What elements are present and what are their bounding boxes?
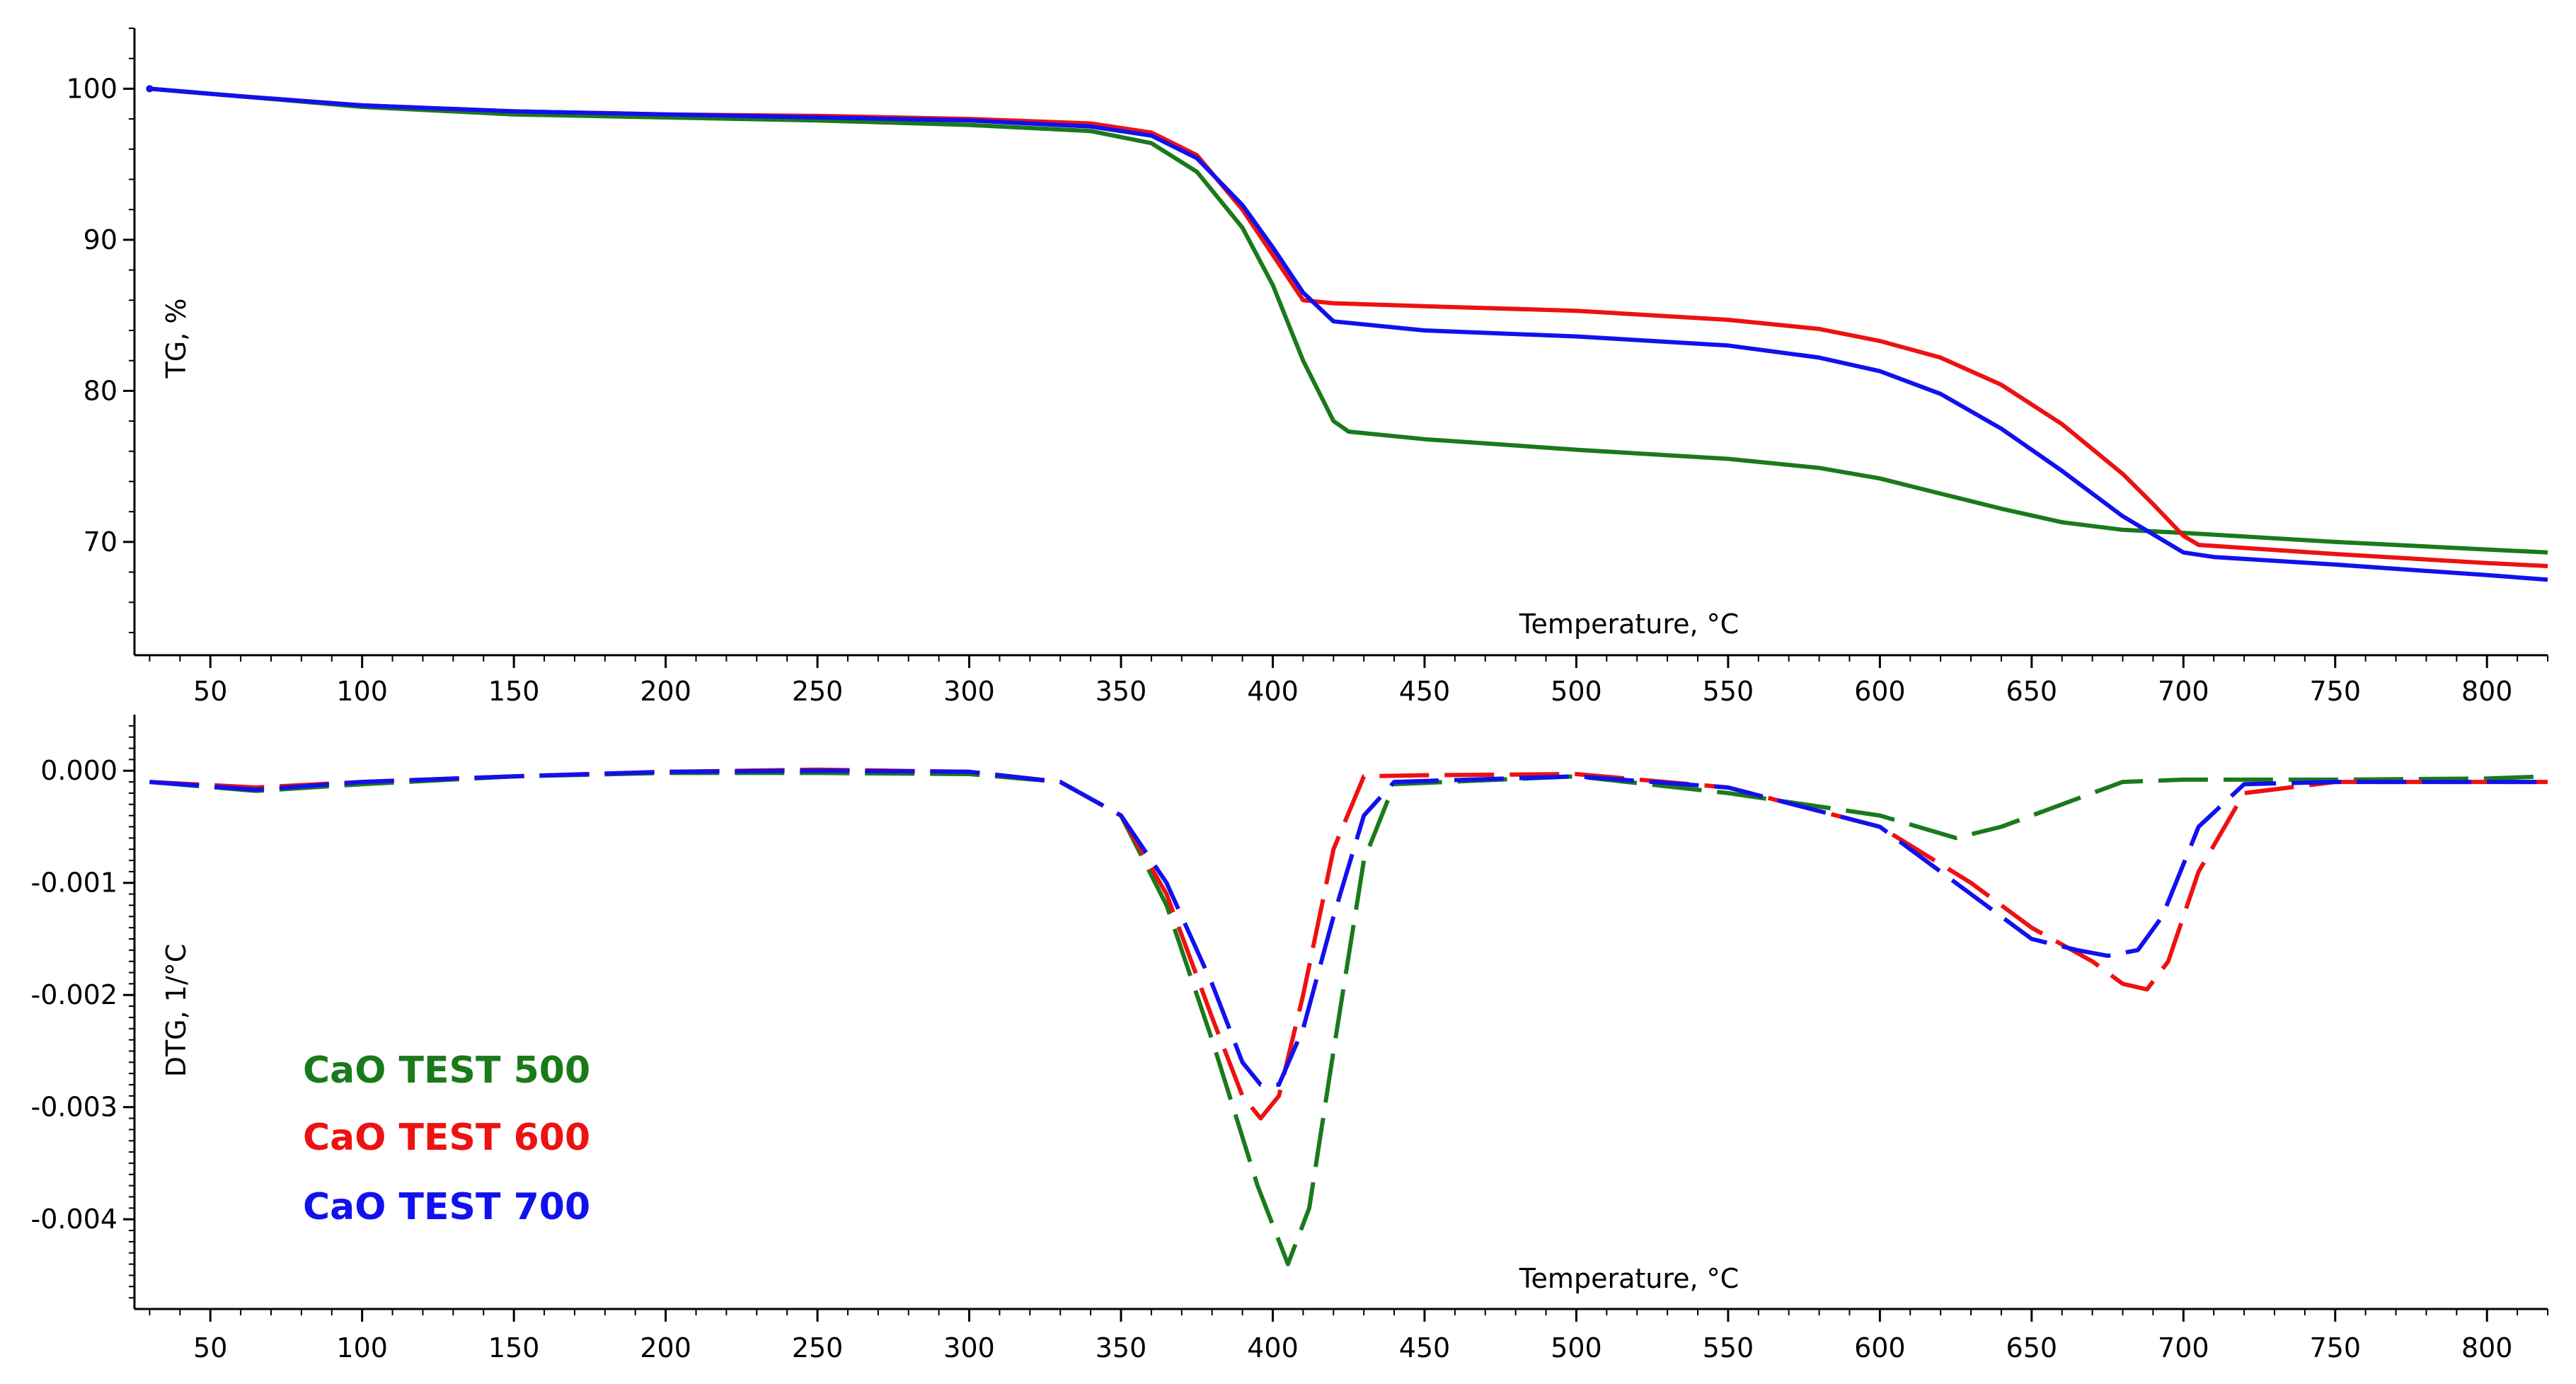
tg-x-tick-label: 400	[1247, 676, 1299, 707]
tg-y-tick-label: 80	[84, 375, 117, 406]
dtg-y-axis-label: DTG, 1/°C	[161, 944, 192, 1078]
dtg-y-tick-label: -0.001	[31, 867, 118, 899]
legend: CaO TEST 500 CaO TEST 600 CaO TEST 700	[303, 1049, 590, 1228]
tg-series-cao-test-600	[149, 86, 2548, 568]
tg-y-axis-label: TG, %	[161, 299, 192, 379]
legend-entry-cao-test-600: CaO TEST 600	[303, 1117, 590, 1159]
tg-x-axis-label: Temperature, °C	[1519, 609, 1739, 640]
dtg-x-tick-label: 450	[1399, 1332, 1451, 1363]
dtg-curves	[149, 767, 2548, 1267]
dtg-x-tick-label: 500	[1551, 1332, 1602, 1363]
dtg-x-tick-label: 250	[792, 1332, 844, 1363]
tg-series-start-point	[146, 85, 154, 93]
tg-panel: 50 100 150 200 250 300 350 400 450 500 550 600 650 70…	[66, 28, 2548, 707]
dtg-axes: 50 100 150 200 250 300 350 400 450 500 550 600 650 70…	[31, 715, 2548, 1363]
tg-series-cao-test-500	[149, 86, 2548, 555]
tg-x-tick-label: 500	[1551, 676, 1602, 707]
dtg-x-tick-label: 100	[336, 1332, 388, 1363]
dtg-x-tick-label: 200	[640, 1332, 691, 1363]
tg-x-tick-label: 550	[1703, 676, 1754, 707]
tg-x-tick-label: 450	[1399, 676, 1451, 707]
dtg-x-tick-label: 300	[943, 1332, 995, 1363]
legend-entry-cao-test-700: CaO TEST 700	[303, 1186, 590, 1228]
dtg-x-tick-label: 600	[1854, 1332, 1906, 1363]
dtg-y-tick-label: -0.003	[31, 1092, 118, 1123]
tg-y-tick-label: 90	[84, 224, 117, 255]
dtg-y-tick-label: -0.004	[31, 1204, 118, 1235]
tg-y-tick-label: 100	[66, 73, 117, 104]
dtg-x-tick-label: 750	[2309, 1332, 2361, 1363]
dtg-x-tick-label: 350	[1096, 1332, 1147, 1363]
dtg-x-axis-label: Temperature, °C	[1519, 1263, 1739, 1294]
dtg-x-tick-label: 800	[2461, 1332, 2513, 1363]
dtg-x-tick-label: 550	[1703, 1332, 1754, 1363]
dtg-series-cao-test-700	[149, 768, 2548, 1087]
dtg-x-tick-label: 650	[2006, 1332, 2058, 1363]
tg-x-tick-label: 750	[2309, 676, 2361, 707]
dtg-x-tick-label: 50	[193, 1332, 227, 1363]
tg-x-tick-label: 100	[336, 676, 388, 707]
tg-x-tick-label: 150	[488, 676, 540, 707]
dtg-x-tick-label: 150	[488, 1332, 540, 1363]
tg-axes: 50 100 150 200 250 300 350 400 450 500 550 600 650 70…	[66, 28, 2548, 707]
tg-x-tick-label: 800	[2461, 676, 2513, 707]
dtg-y-tick-label: -0.002	[31, 979, 118, 1010]
tg-x-tick-label: 300	[943, 676, 995, 707]
tg-x-tick-label: 700	[2158, 676, 2209, 707]
tg-x-tick-label: 350	[1096, 676, 1147, 707]
tg-x-tick-label: 200	[640, 676, 691, 707]
dtg-panel: 50 100 150 200 250 300 350 400 450 500 550 600 650 70…	[31, 715, 2548, 1363]
tg-curves	[146, 85, 2548, 582]
tg-x-tick-label: 600	[1854, 676, 1906, 707]
tg-x-tick-label: 50	[193, 676, 227, 707]
tg-x-tick-label: 650	[2006, 676, 2058, 707]
dtg-y-tick-label: 0.000	[40, 755, 117, 786]
dtg-x-tick-label: 700	[2158, 1332, 2209, 1363]
tg-x-tick-label: 250	[792, 676, 844, 707]
dtg-x-tick-label: 400	[1247, 1332, 1299, 1363]
legend-entry-cao-test-500: CaO TEST 500	[303, 1049, 590, 1092]
tg-series-cao-test-700	[149, 86, 2548, 582]
tg-y-tick-label: 70	[84, 526, 117, 558]
